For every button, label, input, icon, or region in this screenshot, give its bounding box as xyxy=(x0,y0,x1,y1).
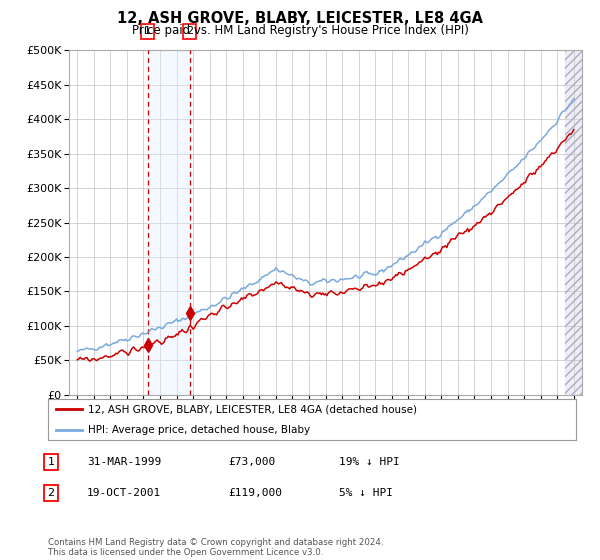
Text: 19% ↓ HPI: 19% ↓ HPI xyxy=(339,457,400,467)
Text: Price paid vs. HM Land Registry's House Price Index (HPI): Price paid vs. HM Land Registry's House … xyxy=(131,24,469,36)
Text: HPI: Average price, detached house, Blaby: HPI: Average price, detached house, Blab… xyxy=(88,424,310,435)
Text: 1: 1 xyxy=(144,26,151,36)
Text: 12, ASH GROVE, BLABY, LEICESTER, LE8 4GA: 12, ASH GROVE, BLABY, LEICESTER, LE8 4GA xyxy=(117,11,483,26)
Text: 12, ASH GROVE, BLABY, LEICESTER, LE8 4GA (detached house): 12, ASH GROVE, BLABY, LEICESTER, LE8 4GA… xyxy=(88,404,416,414)
Text: 5% ↓ HPI: 5% ↓ HPI xyxy=(339,488,393,498)
Text: 2: 2 xyxy=(47,488,55,498)
Text: 31-MAR-1999: 31-MAR-1999 xyxy=(87,457,161,467)
Text: £119,000: £119,000 xyxy=(228,488,282,498)
Bar xyxy=(148,50,190,395)
Bar xyxy=(565,50,582,395)
Text: £73,000: £73,000 xyxy=(228,457,275,467)
Text: 1: 1 xyxy=(47,457,55,467)
Text: 19-OCT-2001: 19-OCT-2001 xyxy=(87,488,161,498)
Bar xyxy=(565,50,582,395)
Text: Contains HM Land Registry data © Crown copyright and database right 2024.
This d: Contains HM Land Registry data © Crown c… xyxy=(48,538,383,557)
Text: 2: 2 xyxy=(186,26,193,36)
